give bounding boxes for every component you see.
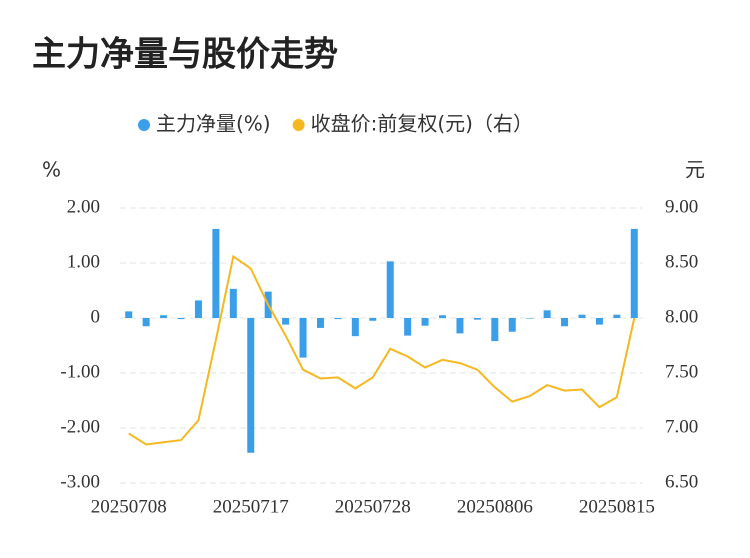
y-axis-unit: % (42, 158, 61, 182)
y2-tick-label: 8.00 (665, 306, 698, 327)
bar (334, 318, 342, 320)
y-tick-label: -3.00 (60, 471, 100, 492)
bar (456, 318, 464, 334)
bar (473, 318, 481, 320)
x-tick-label: 20250806 (457, 496, 533, 517)
y-tick-label: 0 (91, 306, 101, 327)
bar (543, 310, 551, 318)
bar (125, 311, 133, 318)
chart-title: 主力净量与股价走势 (32, 35, 338, 75)
y2-tick-label: 6.50 (665, 471, 698, 492)
legend-label: 主力净量(%) (156, 112, 271, 136)
y2-tick-label: 9.00 (665, 196, 698, 217)
bar (177, 318, 185, 320)
y-tick-label: -2.00 (60, 416, 100, 437)
bar (142, 318, 150, 327)
x-tick-label: 20250815 (579, 496, 655, 517)
bar (160, 315, 168, 318)
bar (369, 318, 377, 321)
x-tick-label: 20250717 (213, 496, 289, 517)
y2-tick-label: 7.50 (665, 361, 698, 382)
bar (595, 318, 603, 325)
y2-axis-unit: 元 (685, 158, 705, 182)
legend-label: 收盘价:前复权(元)（右） (311, 112, 533, 136)
bar (282, 318, 290, 325)
bar (212, 228, 220, 318)
bar (404, 318, 412, 336)
y-tick-label: 2.00 (67, 196, 100, 217)
legend-marker (138, 119, 150, 131)
y-tick-label: -1.00 (60, 361, 100, 382)
bar (229, 288, 237, 318)
bar (247, 318, 255, 453)
bar (299, 318, 307, 358)
y2-tick-label: 7.00 (665, 416, 698, 437)
y2-tick-label: 8.50 (665, 251, 698, 272)
bar (526, 318, 534, 319)
bar (421, 318, 429, 326)
y-tick-label: 1.00 (67, 251, 100, 272)
bar (386, 261, 394, 318)
bar (316, 318, 324, 328)
x-tick-label: 20250708 (91, 496, 167, 517)
bar (630, 228, 638, 318)
bar (561, 318, 569, 327)
bar (194, 300, 202, 318)
bar (439, 315, 447, 318)
bar (508, 318, 516, 332)
bar (578, 314, 586, 318)
bar (491, 318, 499, 342)
legend-marker (292, 119, 305, 131)
price-line (128, 254, 636, 446)
bar (351, 318, 359, 337)
bar (613, 314, 621, 318)
x-tick-label: 20250728 (335, 496, 411, 517)
